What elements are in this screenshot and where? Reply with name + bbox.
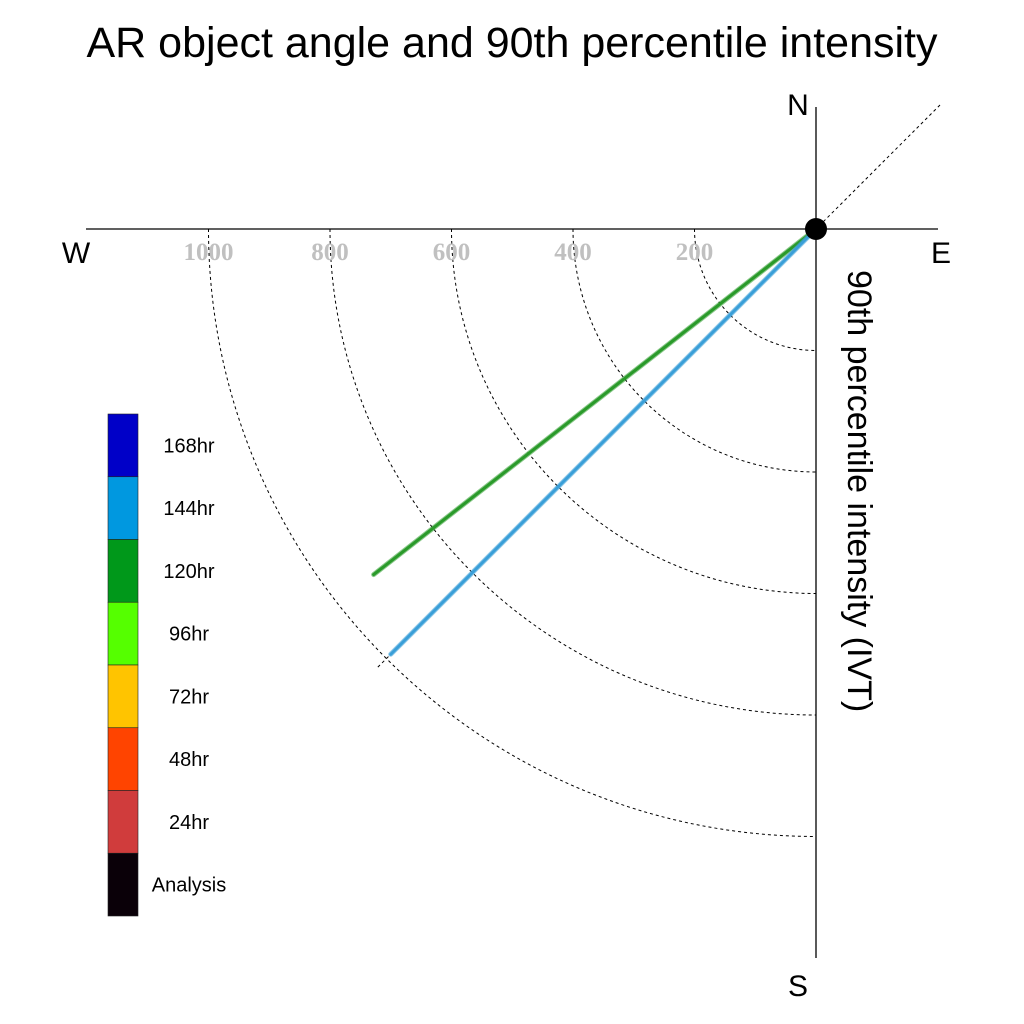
legend-swatch-168hr [107, 413, 139, 478]
grid-ring-400 [572, 228, 817, 473]
origin-marker [805, 218, 827, 240]
legend-swatch-48hr [107, 727, 139, 791]
grid-ring-800 [329, 228, 817, 716]
legend-swatch-144hr [107, 476, 139, 540]
compass-south: S [788, 970, 808, 1003]
legend-label-24hr: 24hr [169, 812, 209, 834]
legend-swatch-Analysis [107, 852, 139, 917]
compass-west: W [62, 237, 91, 270]
ring-label-1000: 1000 [184, 239, 234, 266]
grid-ring-600 [451, 228, 817, 594]
axes-layer [86, 107, 938, 958]
legend: 168hr 144hr 120hr 96hr 72hr 48hr 24hr Analysis [107, 413, 226, 917]
series-vector-144hr [389, 227, 818, 656]
legend-label-96hr: 96hr [169, 624, 209, 646]
compass-north: N [787, 89, 809, 122]
legend-label-Analysis: Analysis [152, 875, 226, 897]
legend-label-144hr: 144hr [163, 498, 214, 520]
grid-ring-200 [694, 228, 817, 351]
ring-label-600: 600 [433, 239, 471, 266]
ring-label-200: 200 [676, 239, 714, 266]
legend-swatch-96hr [107, 601, 139, 666]
legend-label-72hr: 72hr [169, 686, 209, 708]
grid-ring-1000 [208, 228, 817, 837]
series-vector-120hr [372, 227, 818, 577]
ring-labels: 200 400 600 800 1000 [184, 239, 714, 266]
chart-title: AR object angle and 90th percentile inte… [87, 19, 938, 67]
legend-swatch-120hr [107, 539, 139, 603]
legend-swatch-24hr [107, 790, 139, 854]
legend-label-48hr: 48hr [169, 749, 209, 771]
ring-label-800: 800 [311, 239, 349, 266]
compass-east: E [931, 237, 951, 270]
vector-series [371, 226, 819, 657]
legend-label-168hr: 168hr [163, 435, 214, 457]
ring-label-400: 400 [554, 239, 592, 266]
radial-axis-label: 90th percentile intensity (IVT) [840, 270, 878, 712]
legend-label-120hr: 120hr [163, 561, 214, 583]
legend-swatch-72hr [107, 664, 139, 729]
